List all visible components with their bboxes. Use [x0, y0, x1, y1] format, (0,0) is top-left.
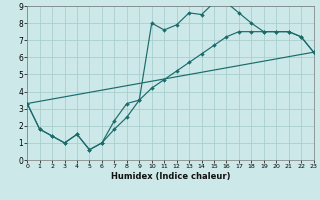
X-axis label: Humidex (Indice chaleur): Humidex (Indice chaleur)	[111, 172, 230, 181]
